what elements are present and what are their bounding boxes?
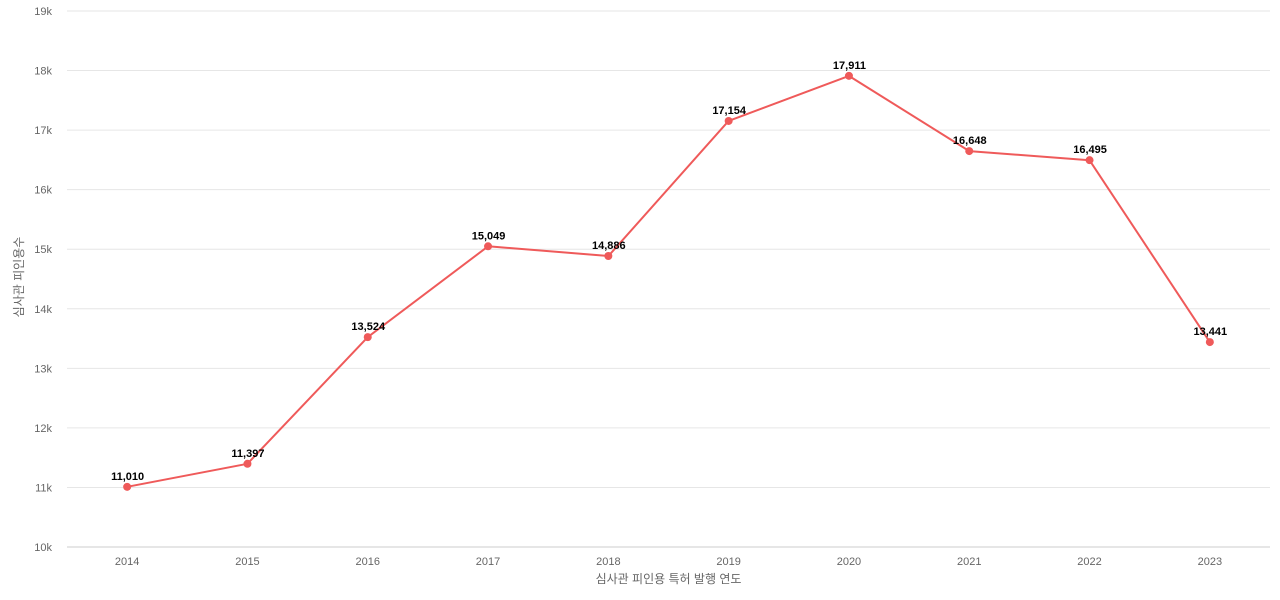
- y-tick-label: 12k: [34, 423, 52, 435]
- data-point: [1085, 156, 1094, 165]
- data-label: 13,441: [1194, 326, 1228, 338]
- x-tick-label: 2016: [356, 556, 380, 568]
- x-tick-label: 2019: [716, 556, 740, 568]
- data-label: 14,886: [592, 240, 626, 252]
- data-point: [844, 71, 853, 80]
- data-point: [243, 459, 252, 468]
- x-tick-label: 2020: [837, 556, 861, 568]
- data-label: 15,049: [472, 230, 506, 242]
- y-axis-title: 심사관 피인용수: [12, 237, 26, 318]
- x-tick-label: 2021: [957, 556, 981, 568]
- data-label: 16,495: [1073, 144, 1107, 156]
- y-axis: 10k 11k 12k 13k 14k 15k 16k 17k 18k 19k: [34, 6, 52, 554]
- data-label: 11,010: [111, 471, 144, 483]
- y-tick-label: 16k: [34, 185, 52, 197]
- data-point: [604, 252, 613, 261]
- x-tick-label: 2017: [476, 556, 500, 568]
- series-line: [127, 74, 1211, 488]
- data-point: [1205, 338, 1214, 347]
- y-tick-label: 17k: [34, 125, 52, 137]
- data-label: 11,397: [231, 448, 264, 460]
- x-tick-label: 2015: [235, 556, 259, 568]
- y-tick-label: 15k: [34, 244, 52, 256]
- gridlines: [67, 10, 1270, 548]
- x-axis: 2014 2015 2016 2017 2018 2019 2020 2021 2022 2023: [115, 556, 1222, 568]
- data-point: [484, 242, 493, 251]
- x-tick-label: 2018: [596, 556, 620, 568]
- data-point: [123, 482, 132, 491]
- y-tick-label: 14k: [34, 304, 52, 316]
- x-tick-label: 2023: [1198, 556, 1222, 568]
- y-tick-label: 18k: [34, 66, 52, 78]
- data-labels: 11,010 11,397 13,524 15,049 14,886 17,154 17,9…: [111, 60, 1227, 483]
- y-tick-label: 19k: [34, 6, 52, 18]
- data-label: 13,524: [351, 321, 386, 333]
- data-label: 16,648: [953, 135, 987, 147]
- data-label: 17,154: [712, 105, 747, 117]
- series-layer: [123, 71, 1214, 491]
- x-axis-title: 심사관 피인용 특허 발행 연도: [596, 571, 742, 586]
- x-tick-label: 2022: [1077, 556, 1101, 568]
- x-tick-label: 2014: [115, 556, 139, 568]
- y-tick-label: 11k: [35, 482, 52, 494]
- data-point: [965, 147, 974, 156]
- y-tick-label: 10k: [34, 542, 52, 554]
- data-point: [363, 333, 372, 342]
- data-point: [724, 116, 733, 125]
- y-tick-label: 13k: [34, 363, 52, 375]
- data-label: 17,911: [833, 60, 866, 72]
